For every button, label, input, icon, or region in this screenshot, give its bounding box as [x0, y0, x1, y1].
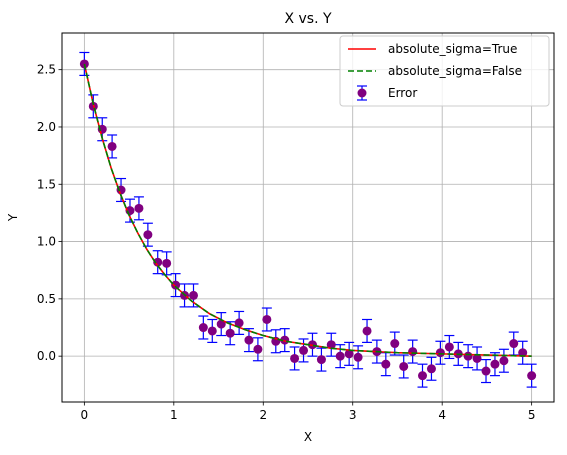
data-point [426, 364, 436, 374]
legend-marker-swatch [357, 88, 367, 98]
legend-entry: absolute_sigma=False [348, 64, 522, 78]
data-point [171, 280, 181, 290]
data-point [290, 353, 300, 363]
data-point [390, 339, 400, 349]
data-point [381, 359, 391, 369]
legend-box [339, 35, 550, 107]
y-tick-label: 0.5 [37, 292, 56, 306]
legend-entry: absolute_sigma=True [348, 42, 517, 56]
y-tick-label: 0.0 [37, 349, 56, 363]
data-point [262, 314, 272, 324]
data-point [353, 352, 363, 362]
data-point [463, 351, 473, 361]
data-point [225, 328, 235, 338]
data-point [444, 342, 454, 352]
data-point [326, 340, 336, 350]
y-tick-label: 2.0 [37, 120, 56, 134]
axis-ticks: 0 1 2 3 4 5 0.0 0.5 1.0 1.5 2.0 2.5 [37, 63, 536, 422]
data-point [344, 349, 354, 359]
data-point [198, 323, 208, 333]
data-point [253, 344, 263, 354]
data-point [280, 335, 290, 345]
fit-line-absolute-sigma-true [83, 63, 532, 357]
plot-series [79, 51, 537, 388]
x-tick-label: 4 [438, 408, 446, 422]
data-point [499, 356, 509, 366]
data-point [490, 359, 500, 369]
x-axis-label: X [304, 430, 312, 444]
data-point [472, 353, 482, 363]
legend-label: absolute_sigma=True [388, 42, 517, 56]
data-point [316, 355, 326, 365]
data-point [134, 203, 144, 213]
data-point [518, 348, 528, 358]
data-point [188, 290, 198, 300]
data-point [509, 339, 519, 349]
data-point [143, 230, 153, 240]
data-point [362, 326, 372, 336]
data-point [299, 345, 309, 355]
legend: absolute_sigma=True absolute_sigma=False E… [339, 35, 550, 107]
legend-label: Error [388, 86, 417, 100]
data-point [216, 319, 226, 329]
x-tick-label: 5 [528, 408, 536, 422]
y-tick-label: 1.0 [37, 235, 56, 249]
x-tick-label: 3 [349, 408, 357, 422]
data-point [399, 361, 409, 371]
y-axis-label: Y [6, 213, 20, 222]
data-point [107, 141, 117, 151]
data-point [234, 318, 244, 328]
legend-label: absolute_sigma=False [388, 64, 522, 78]
data-point [481, 366, 491, 376]
x-tick-label: 0 [81, 408, 89, 422]
data-point [244, 335, 254, 345]
data-point [435, 348, 445, 358]
fit-line-absolute-sigma-false [83, 63, 532, 357]
data-point [527, 371, 537, 381]
x-tick-label: 1 [170, 408, 178, 422]
data-point [207, 326, 217, 336]
legend-entry: Error [357, 85, 417, 101]
data-point [418, 371, 428, 381]
data-point [335, 351, 345, 361]
plot-frame [61, 32, 555, 403]
chart-title: X vs. Y [284, 11, 332, 27]
y-tick-label: 1.5 [37, 177, 56, 191]
data-point [153, 257, 163, 267]
data-point [162, 258, 172, 268]
data-point [408, 347, 418, 357]
y-tick-label: 2.5 [37, 63, 56, 77]
x-tick-label: 2 [259, 408, 267, 422]
